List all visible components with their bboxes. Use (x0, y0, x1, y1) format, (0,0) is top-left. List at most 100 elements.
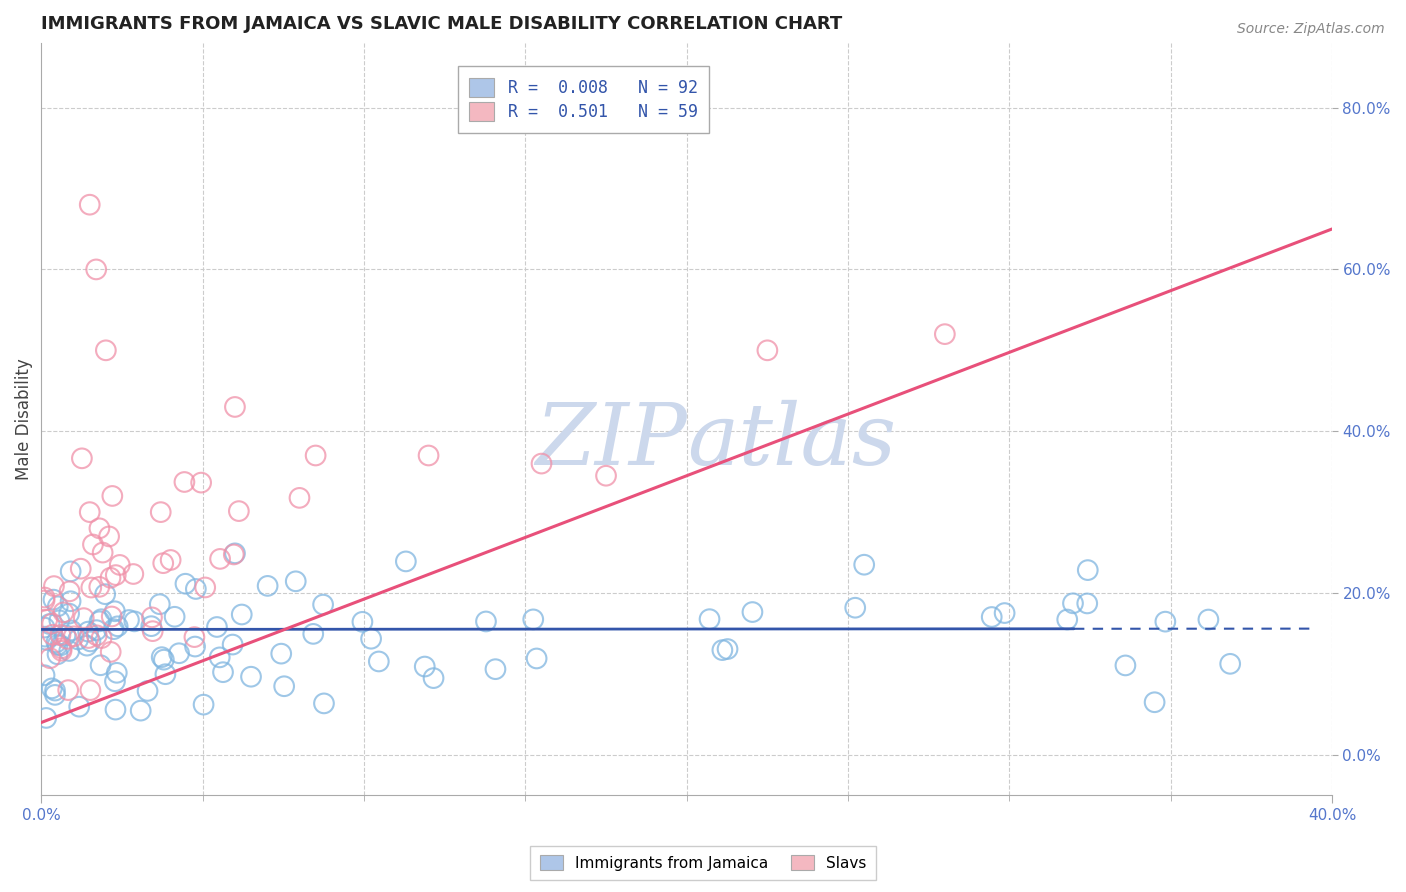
Point (104, 604, 127, 618)
Point (153, 653, 176, 667)
Point (163, 609, 186, 624)
Point (94, 343, 117, 358)
Point (212, 665, 235, 680)
Point (118, 613, 141, 627)
Point (124, 615, 146, 629)
Point (205, 620, 228, 634)
Point (360, 632, 382, 646)
Point (221, 638, 243, 652)
Point (77, 631, 100, 645)
Point (41, 616, 63, 631)
Point (413, 659, 436, 673)
Point (302, 627, 325, 641)
Point (58, 644, 80, 658)
Point (79, 505, 101, 519)
Point (42, 579, 65, 593)
Point (60, 624, 83, 638)
Point (284, 574, 307, 589)
Point (100, 609, 122, 624)
Point (716, 642, 738, 657)
Text: ZIP: ZIP (534, 401, 686, 483)
Point (1197, 613, 1219, 627)
Point (256, 579, 278, 593)
Point (82, 537, 104, 551)
Point (422, 671, 444, 685)
Point (56, 683, 79, 698)
Point (1219, 657, 1241, 671)
Point (49, 638, 72, 652)
Point (100, 571, 122, 585)
Point (141, 619, 163, 633)
Point (352, 615, 374, 629)
Point (76, 639, 98, 653)
Point (34, 668, 56, 682)
Point (56, 632, 79, 646)
Point (184, 582, 207, 596)
Point (34, 593, 56, 607)
Point (62, 629, 84, 643)
Point (149, 505, 172, 519)
Point (288, 491, 311, 505)
Point (184, 640, 207, 654)
Point (304, 449, 326, 463)
Point (70, 451, 93, 466)
Point (77, 624, 100, 639)
Point (475, 615, 498, 629)
Point (34, 621, 56, 635)
Point (94, 587, 117, 601)
Y-axis label: Male Disability: Male Disability (15, 359, 32, 480)
Point (98, 529, 121, 543)
Point (844, 600, 866, 615)
Point (129, 704, 152, 718)
Point (52, 605, 75, 619)
Point (90, 631, 112, 645)
Point (51, 641, 73, 656)
Point (58, 584, 80, 599)
Point (418, 449, 440, 463)
Point (34, 591, 56, 605)
Point (1076, 596, 1098, 610)
Point (183, 630, 205, 644)
Point (484, 662, 506, 676)
Point (79, 683, 101, 698)
Point (79, 197, 101, 211)
Point (59, 594, 82, 608)
Point (270, 647, 292, 661)
Point (1114, 658, 1136, 673)
Point (209, 552, 232, 566)
Point (84, 262, 107, 277)
Point (89, 615, 111, 629)
Text: IMMIGRANTS FROM JAMAICA VS SLAVIC MALE DISABILITY CORRELATION CHART: IMMIGRANTS FROM JAMAICA VS SLAVIC MALE D… (41, 15, 842, 33)
Point (45, 635, 67, 649)
Point (150, 650, 173, 665)
Point (141, 610, 163, 624)
Point (136, 684, 159, 698)
Point (58, 607, 80, 621)
Point (48, 613, 70, 627)
Point (89, 521, 111, 535)
Point (49, 628, 72, 642)
Point (222, 548, 245, 562)
Point (35, 711, 58, 725)
Point (67, 632, 90, 647)
Point (224, 546, 246, 560)
Point (46, 599, 69, 614)
Point (39, 651, 62, 665)
Point (86, 628, 108, 642)
Point (1143, 695, 1166, 709)
Point (1062, 596, 1084, 610)
Point (1154, 615, 1177, 629)
Point (41, 681, 63, 696)
Point (853, 558, 876, 572)
Point (699, 612, 721, 626)
Point (152, 556, 174, 570)
Point (934, 327, 956, 342)
Point (208, 650, 231, 665)
Point (167, 646, 190, 660)
Point (173, 475, 195, 489)
Point (1077, 563, 1099, 577)
Point (367, 655, 389, 669)
Point (91, 545, 114, 559)
Point (44, 688, 66, 702)
Point (240, 670, 263, 684)
